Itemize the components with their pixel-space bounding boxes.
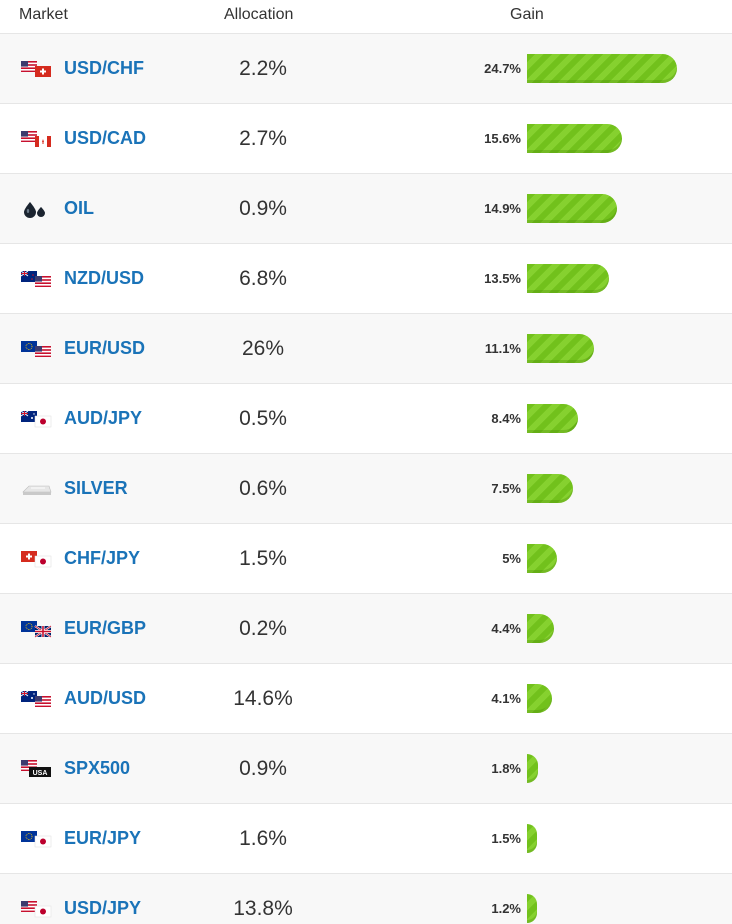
allocation-value: 0.6% (239, 477, 287, 500)
gain-bar (527, 124, 622, 153)
us-usa-index-icon: USA (21, 760, 53, 778)
market-link[interactable]: SPX500 (64, 758, 131, 778)
allocation-value: 2.2% (239, 57, 287, 80)
gain-value: 4.4% (491, 621, 521, 636)
gain-value: 8.4% (491, 411, 521, 426)
market-link[interactable]: SILVER (64, 478, 128, 498)
gain-value: 1.5% (491, 831, 521, 846)
table-row[interactable]: USA SPX500 0.9% 1.8% (0, 733, 732, 803)
table-row[interactable]: NZD/USD 6.8% 13.5% (0, 243, 732, 313)
table-row[interactable]: AUD/USD 14.6% 4.1% (0, 663, 732, 733)
au-us-flag-icon (20, 690, 53, 708)
gain-value: 14.9% (484, 201, 521, 216)
us-ch-flag-icon (21, 60, 53, 78)
gain-bar (527, 684, 552, 713)
gain-bar (527, 474, 573, 503)
eu-us-flag-icon (21, 340, 53, 358)
allocation-value: 14.6% (233, 687, 293, 710)
gain-bar (527, 614, 554, 643)
eu-gb-flag-icon (21, 620, 53, 638)
market-link[interactable]: USD/CHF (64, 58, 144, 78)
table-row[interactable]: USD/JPY 13.8% 1.2% (0, 873, 732, 924)
gain-value: 7.5% (491, 481, 521, 496)
gain-value: 4.1% (491, 691, 521, 706)
markets-table: USD/CHF 2.2% 24.7% USD/CAD 2.7% 15.6% OIL 0.9% 1… (0, 33, 732, 924)
market-link[interactable]: NZD/USD (64, 268, 144, 288)
svg-text:USA: USA (33, 770, 48, 777)
market-link[interactable]: EUR/JPY (64, 828, 142, 848)
au-jp-flag-icon (20, 410, 53, 428)
allocation-column-header[interactable]: Allocation (224, 6, 294, 23)
gain-bar (527, 334, 594, 363)
eu-jp-flag-icon (21, 830, 53, 848)
allocation-value: 1.6% (239, 827, 287, 850)
allocation-value: 26% (241, 337, 285, 360)
table-row[interactable]: EUR/USD 26% 11.1% (0, 313, 732, 383)
market-link[interactable]: AUD/USD (64, 688, 147, 708)
us-ca-flag-icon (21, 130, 53, 148)
gain-bar (527, 194, 617, 223)
table-header: Market Allocation Gain (0, 0, 732, 34)
allocation-value: 0.9% (239, 197, 287, 220)
nz-us-flag-icon (20, 270, 53, 288)
table-row[interactable]: USD/CAD 2.7% 15.6% (0, 103, 732, 173)
gain-bar (527, 54, 677, 83)
gain-value: 13.5% (484, 271, 521, 286)
gain-bar (527, 754, 538, 783)
table-row[interactable]: OIL 0.9% 14.9% (0, 173, 732, 243)
allocation-value: 2.7% (239, 127, 287, 150)
gain-value: 1.8% (491, 761, 521, 776)
gain-value: 11.1% (484, 341, 521, 356)
market-link[interactable]: EUR/GBP (64, 618, 147, 638)
allocation-value: 13.8% (233, 897, 293, 920)
table-row[interactable]: EUR/GBP 0.2% 4.4% (0, 593, 732, 663)
table-row[interactable]: CHF/JPY 1.5% 5% (0, 523, 732, 593)
table-row[interactable]: USD/CHF 2.2% 24.7% (0, 33, 732, 103)
gain-value: 5% (502, 551, 521, 566)
table-row[interactable]: AUD/JPY 0.5% 8.4% (0, 383, 732, 453)
gain-bar (527, 894, 537, 923)
oil-drops-icon (21, 200, 53, 218)
allocation-value: 1.5% (239, 547, 287, 570)
market-link[interactable]: USD/JPY (64, 898, 142, 918)
market-link[interactable]: AUD/JPY (64, 408, 143, 428)
market-link[interactable]: OIL (64, 198, 94, 218)
gain-bar (527, 404, 578, 433)
gain-column-header[interactable]: Gain (510, 6, 544, 23)
market-link[interactable]: USD/CAD (64, 128, 147, 148)
gain-bar (527, 824, 537, 853)
table-row[interactable]: SILVER 0.6% 7.5% (0, 453, 732, 523)
allocation-value: 6.8% (239, 267, 287, 290)
allocation-value: 0.2% (239, 617, 287, 640)
gain-value: 15.6% (484, 131, 521, 146)
gain-value: 24.7% (484, 61, 521, 76)
market-link[interactable]: CHF/JPY (64, 548, 141, 568)
table-row[interactable]: EUR/JPY 1.6% 1.5% (0, 803, 732, 873)
gain-bar (527, 264, 609, 293)
gain-bar (527, 544, 557, 573)
market-column-header[interactable]: Market (19, 6, 68, 23)
us-jp-flag-icon (21, 900, 53, 918)
gain-value: 1.2% (491, 901, 521, 916)
allocation-value: 0.9% (239, 757, 287, 780)
silver-bar-icon (21, 480, 53, 498)
allocation-value: 0.5% (239, 407, 287, 430)
market-link[interactable]: EUR/USD (64, 338, 146, 358)
ch-jp-flag-icon (21, 550, 53, 568)
